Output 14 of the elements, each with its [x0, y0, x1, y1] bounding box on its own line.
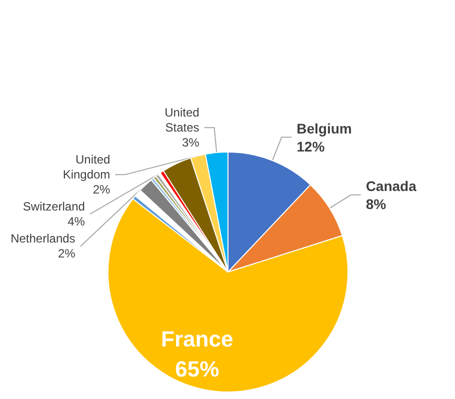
slice-label: United Kingdom: [62, 152, 110, 182]
slice-label: Netherlands: [10, 232, 76, 246]
data-label: 65%: [175, 356, 220, 382]
data-label: 2%: [58, 246, 76, 261]
slice-label: Switzerland: [22, 200, 85, 214]
data-label: 2%: [92, 182, 111, 197]
slice-label: Canada: [366, 178, 417, 194]
data-label: 4%: [68, 214, 86, 229]
data-label: 8%: [366, 196, 387, 212]
slice-label: France: [161, 326, 234, 352]
data-label: 12%: [296, 138, 326, 154]
slice-label: United States: [164, 106, 200, 135]
data-label: 3%: [182, 136, 200, 150]
slice-label: Belgium: [296, 120, 352, 136]
